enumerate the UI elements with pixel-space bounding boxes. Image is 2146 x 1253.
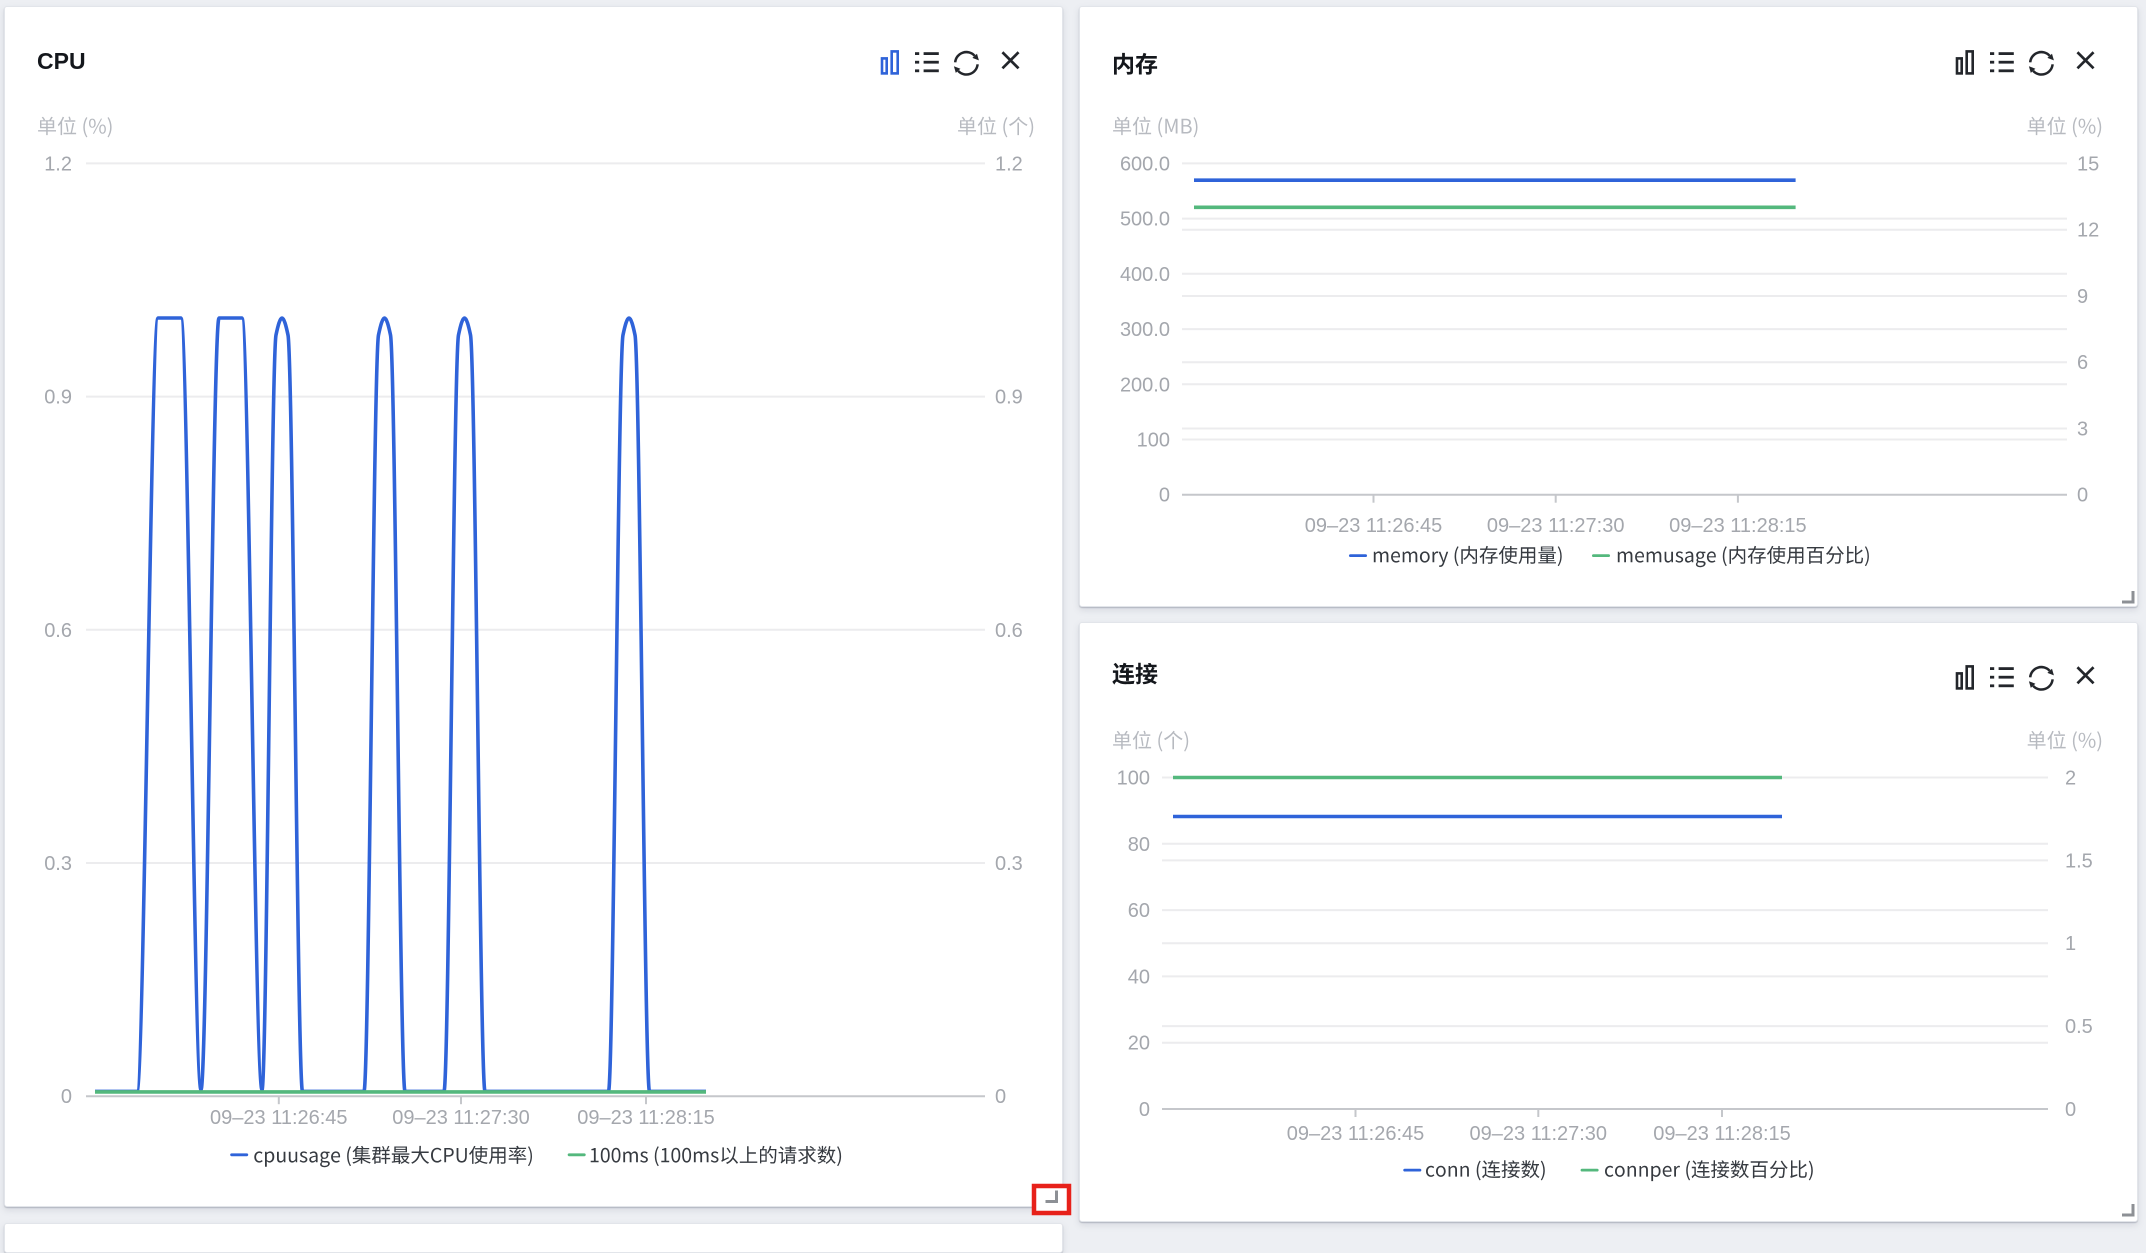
svg-text:0: 0 bbox=[61, 1086, 72, 1108]
svg-text:0.9: 0.9 bbox=[995, 387, 1023, 409]
svg-text:600.0: 600.0 bbox=[1120, 153, 1170, 175]
svg-text:20: 20 bbox=[1128, 1033, 1150, 1055]
svg-text:1.2: 1.2 bbox=[995, 153, 1023, 175]
svg-text:15: 15 bbox=[2077, 153, 2099, 175]
svg-text:100: 100 bbox=[1117, 768, 1150, 790]
svg-text:40: 40 bbox=[1128, 966, 1150, 988]
svg-text:0: 0 bbox=[2065, 1099, 2076, 1121]
svg-text:3: 3 bbox=[2077, 419, 2088, 441]
svg-text:0: 0 bbox=[2077, 485, 2088, 507]
svg-text:0: 0 bbox=[995, 1086, 1006, 1108]
svg-text:09–23 11:26:45: 09–23 11:26:45 bbox=[1287, 1123, 1425, 1145]
svg-text:0.3: 0.3 bbox=[995, 853, 1023, 875]
svg-text:09–23 11:28:15: 09–23 11:28:15 bbox=[1669, 515, 1807, 537]
svg-text:09–23 11:26:45: 09–23 11:26:45 bbox=[1305, 515, 1443, 537]
svg-text:0.6: 0.6 bbox=[44, 620, 72, 642]
svg-text:6: 6 bbox=[2077, 352, 2088, 374]
svg-text:09–23 11:28:15: 09–23 11:28:15 bbox=[1653, 1123, 1791, 1145]
svg-text:09–23 11:27:30: 09–23 11:27:30 bbox=[392, 1107, 530, 1129]
svg-text:60: 60 bbox=[1128, 900, 1150, 922]
svg-text:1.2: 1.2 bbox=[44, 153, 72, 175]
svg-text:CPU: CPU bbox=[37, 48, 86, 74]
svg-text:09–23 11:27:30: 09–23 11:27:30 bbox=[1487, 515, 1625, 537]
svg-text:500.0: 500.0 bbox=[1120, 209, 1170, 231]
svg-text:0.9: 0.9 bbox=[44, 387, 72, 409]
svg-text:09–23 11:27:30: 09–23 11:27:30 bbox=[1470, 1123, 1608, 1145]
svg-text:300.0: 300.0 bbox=[1120, 319, 1170, 341]
svg-text:0.3: 0.3 bbox=[44, 853, 72, 875]
svg-text:09–23 11:26:45: 09–23 11:26:45 bbox=[210, 1107, 348, 1129]
svg-text:1.5: 1.5 bbox=[2065, 850, 2093, 872]
svg-text:0.5: 0.5 bbox=[2065, 1016, 2093, 1038]
svg-text:1: 1 bbox=[2065, 933, 2076, 955]
svg-text:0: 0 bbox=[1139, 1099, 1150, 1121]
svg-text:2: 2 bbox=[2065, 768, 2076, 790]
svg-text:400.0: 400.0 bbox=[1120, 264, 1170, 286]
svg-text:200.0: 200.0 bbox=[1120, 374, 1170, 396]
svg-text:12: 12 bbox=[2077, 220, 2099, 242]
svg-text:9: 9 bbox=[2077, 286, 2088, 308]
svg-text:0: 0 bbox=[1159, 485, 1170, 507]
svg-text:80: 80 bbox=[1128, 834, 1150, 856]
svg-text:0.6: 0.6 bbox=[995, 620, 1023, 642]
svg-text:09–23 11:28:15: 09–23 11:28:15 bbox=[577, 1107, 715, 1129]
svg-text:100: 100 bbox=[1137, 430, 1170, 452]
